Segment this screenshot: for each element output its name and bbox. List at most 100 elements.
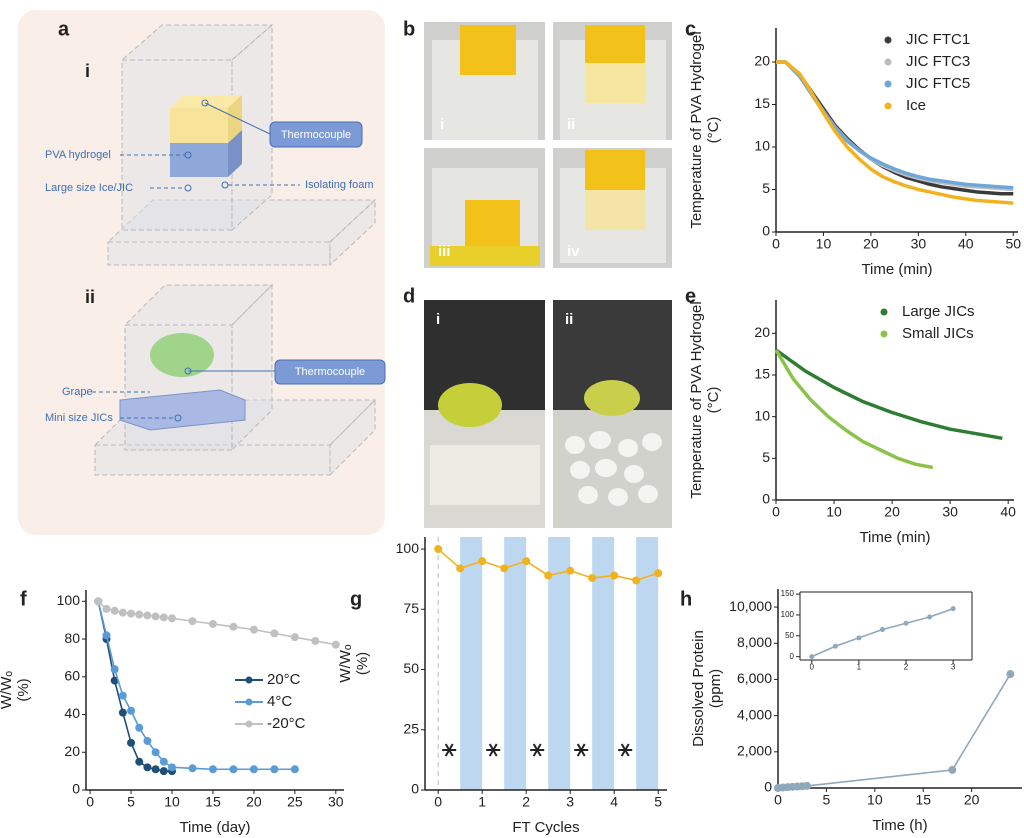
data-point — [168, 614, 176, 622]
series-line — [776, 350, 1002, 438]
data-point — [111, 607, 119, 615]
data-point — [809, 654, 814, 659]
x-tick-label: 0 — [810, 662, 815, 671]
x-tick-label: 10 — [816, 235, 832, 251]
y-axis-title: (ppm) — [707, 669, 724, 708]
freeze-band — [460, 537, 482, 790]
data-point — [270, 765, 278, 773]
x-tick-label: 0 — [86, 793, 94, 809]
y-tick-label: 60 — [64, 667, 80, 683]
panel-label: f — [20, 588, 27, 610]
y-tick-label: 2,000 — [737, 743, 772, 759]
data-point — [152, 612, 160, 620]
data-point — [434, 545, 442, 553]
data-point — [522, 557, 530, 565]
data-point — [143, 763, 151, 771]
data-point — [229, 765, 237, 773]
data-point — [291, 765, 299, 773]
y-tick-label: 0 — [411, 781, 419, 797]
photo-label: i — [436, 311, 440, 328]
data-point — [544, 572, 552, 580]
photo — [424, 300, 545, 528]
snowflake-icon — [574, 744, 588, 756]
data-point — [209, 620, 217, 628]
y-tick-label: 150 — [781, 589, 795, 598]
y-tick-label: 10,000 — [729, 598, 772, 614]
snowflake-icon — [486, 744, 500, 756]
callout: PVA hydrogel — [45, 149, 111, 161]
x-tick-label: 0 — [772, 235, 780, 251]
data-point — [102, 631, 110, 639]
data-point — [456, 564, 464, 572]
x-tick-label: 40 — [958, 235, 974, 251]
data-point — [311, 637, 319, 645]
x-tick-label: 20 — [863, 235, 879, 251]
x-tick-label: 20 — [884, 503, 900, 519]
x-tick-label: 0 — [772, 503, 780, 519]
x-tick-label: 5 — [823, 791, 831, 807]
y-tick-label: 0 — [762, 491, 770, 507]
data-point — [102, 605, 110, 613]
data-point — [119, 709, 127, 717]
legend-label: Small JICs — [902, 325, 974, 342]
data-point — [632, 576, 640, 584]
legend-label: Large JICs — [902, 303, 975, 320]
x-tick-label: 30 — [911, 235, 927, 251]
callout: Isolating foam — [305, 179, 373, 191]
data-point — [803, 782, 811, 790]
x-tick-label: 20 — [964, 791, 980, 807]
data-point — [270, 629, 278, 637]
y-tick-label: 15 — [754, 95, 770, 111]
x-axis-title: Time (h) — [872, 817, 927, 834]
x-tick-label: 1 — [857, 662, 862, 671]
x-tick-label: 5 — [127, 793, 135, 809]
data-point — [209, 765, 217, 773]
panel-label: d — [403, 285, 415, 307]
legend-marker — [246, 699, 253, 706]
y-axis-title: (%) — [354, 652, 371, 675]
x-tick-label: 4 — [610, 793, 618, 809]
snowflake-icon — [530, 744, 544, 756]
data-point — [250, 626, 258, 634]
data-point — [135, 724, 143, 732]
photo-label: iii — [438, 243, 451, 260]
y-tick-label: 5 — [762, 180, 770, 196]
y-tick-label: 20 — [64, 743, 80, 759]
snowflake-icon — [618, 744, 632, 756]
figure: a i Thermocouple PVA hydrogel Large size… — [0, 0, 1024, 838]
legend-marker — [885, 59, 892, 66]
data-point — [160, 613, 168, 621]
x-tick-label: 10 — [867, 791, 883, 807]
callout: Large size Ice/JIC — [45, 182, 133, 194]
legend-label: JIC FTC5 — [906, 75, 970, 92]
data-point — [856, 635, 861, 640]
y-axis-title: (°C) — [705, 387, 722, 414]
data-point — [127, 739, 135, 747]
legend-label: -20°C — [267, 715, 306, 732]
y-axis-title: W/Wₒ — [337, 644, 354, 682]
legend-marker — [881, 309, 888, 316]
x-tick-label: 15 — [205, 793, 221, 809]
y-tick-label: 0 — [790, 652, 795, 661]
data-point — [927, 615, 932, 620]
data-point — [478, 557, 486, 565]
callout: Thermocouple — [295, 366, 365, 378]
x-tick-label: 5 — [654, 793, 662, 809]
legend-marker — [881, 331, 888, 338]
data-point — [654, 569, 662, 577]
callout: Grape — [62, 386, 93, 398]
y-axis-title: Temperature of PVA Hydrogel — [688, 301, 705, 498]
y-tick-label: 0 — [72, 781, 80, 797]
series-line — [776, 62, 1013, 203]
x-axis-title: Time (min) — [861, 261, 932, 278]
y-tick-label: 75 — [403, 600, 419, 616]
y-tick-label: 6,000 — [737, 670, 772, 686]
snowflake-icon — [442, 744, 456, 756]
y-tick-label: 15 — [754, 366, 770, 382]
photo-label: ii — [567, 116, 575, 133]
data-point — [500, 564, 508, 572]
callout: Thermocouple — [281, 129, 351, 141]
data-point — [566, 567, 574, 575]
x-tick-label: 3 — [951, 662, 956, 671]
y-axis-title: Temperature of PVA Hydrogel — [688, 31, 705, 228]
